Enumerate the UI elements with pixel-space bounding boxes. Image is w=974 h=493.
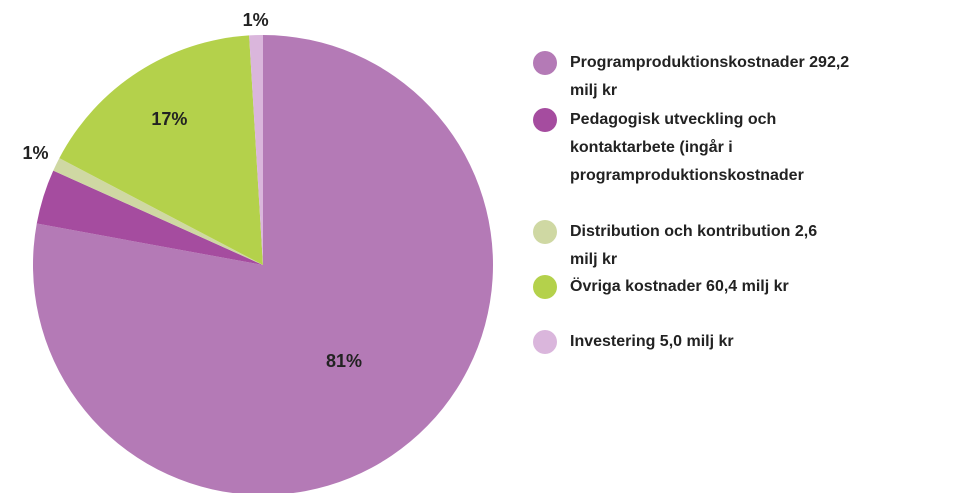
legend-swatch: [533, 108, 557, 132]
legend-label: Distribution och kontribution 2,6 milj k…: [570, 223, 818, 268]
legend-item: Distribution och kontribution 2,6 milj k…: [533, 220, 863, 274]
legend-label: Investering 5,0 milj kr: [570, 333, 734, 350]
data-label: 1%: [243, 10, 269, 30]
legend-swatch: [533, 220, 557, 244]
pie-slice: [53, 158, 264, 265]
pie-slice: [36, 170, 263, 265]
legend-swatch: [533, 330, 557, 354]
legend-item: Övriga kostnader 60,4 milj kr: [533, 275, 863, 301]
legend-swatch: [533, 51, 557, 75]
pie-slice: [59, 35, 263, 266]
legend-item: Pedagogisk utveckling och kontaktarbete …: [533, 108, 863, 190]
pie-slice: [249, 35, 263, 265]
legend-item: Programproduktionskostnader 292,2 milj k…: [533, 51, 863, 105]
legend-item: Investering 5,0 milj kr: [533, 330, 863, 356]
legend-label: Pedagogisk utveckling och kontaktarbete …: [570, 111, 804, 184]
legend-swatch: [533, 275, 557, 299]
legend-label: Programproduktionskostnader 292,2 milj k…: [570, 54, 850, 99]
data-label: 1%: [23, 143, 49, 163]
legend-label: Övriga kostnader 60,4 milj kr: [570, 278, 789, 295]
data-label: 17%: [151, 109, 187, 129]
pie-slice: [33, 35, 493, 493]
data-label: 81%: [326, 351, 362, 371]
